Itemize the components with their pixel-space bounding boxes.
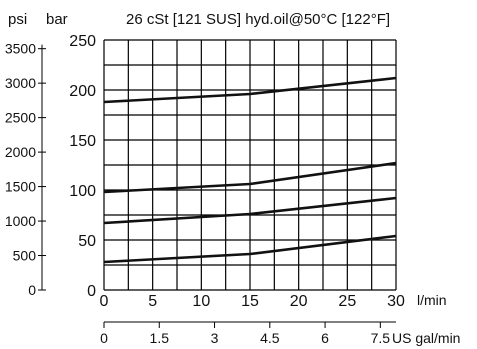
x-tick-label: 10 xyxy=(192,293,210,310)
bar-tick-label: 50 xyxy=(78,233,96,250)
chart-title: 26 cSt [121 SUS] hyd.oil@50°C [122°F] xyxy=(126,11,390,28)
psi-tick-label: 1500 xyxy=(5,179,36,195)
series-line-2 xyxy=(103,196,397,225)
psi-tick-label: 0 xyxy=(28,282,36,298)
x2-tick-label: 3 xyxy=(211,330,219,346)
series-lines xyxy=(103,76,397,264)
series-line-1 xyxy=(103,234,397,264)
psi-tick-label: 3000 xyxy=(5,75,36,91)
bar-tick-label: 0 xyxy=(87,283,96,300)
labels: psi bar 26 cSt [121 SUS] hyd.oil@50°C [1… xyxy=(5,11,461,346)
x2-tick-label: 0 xyxy=(100,330,108,346)
x-tick-label: 20 xyxy=(290,293,308,310)
bar-unit-label: bar xyxy=(46,11,68,28)
psi-tick-label: 3500 xyxy=(5,41,36,57)
x2-tick-label: 1.5 xyxy=(150,330,170,346)
psi-tick-label: 500 xyxy=(13,248,37,264)
x-tick-label: 0 xyxy=(100,293,109,310)
bar-tick-label: 100 xyxy=(69,183,96,200)
x2-tick-label: 4.5 xyxy=(260,330,280,346)
psi-tick-label: 2000 xyxy=(5,144,36,160)
psi-tick-label: 1000 xyxy=(5,213,36,229)
x2-unit-label: US gal/min xyxy=(392,330,460,346)
x2-tick-label: 6 xyxy=(321,330,329,346)
bar-tick-label: 200 xyxy=(69,83,96,100)
grid xyxy=(103,39,397,291)
x-tick-label: 15 xyxy=(241,293,259,310)
x-tick-label: 5 xyxy=(148,293,157,310)
psi-tick-label: 2500 xyxy=(5,110,36,126)
x-unit-label: l/min xyxy=(417,292,447,308)
psi-unit-label: psi xyxy=(8,11,27,28)
x-tick-label: 30 xyxy=(387,293,405,310)
x-tick-label: 25 xyxy=(338,293,356,310)
x2-tick-label: 7.5 xyxy=(371,330,391,346)
bar-tick-label: 250 xyxy=(69,33,96,50)
axes xyxy=(38,44,396,328)
bar-tick-label: 150 xyxy=(69,133,96,150)
series-line-3 xyxy=(103,161,397,194)
series-line-4 xyxy=(103,76,397,104)
